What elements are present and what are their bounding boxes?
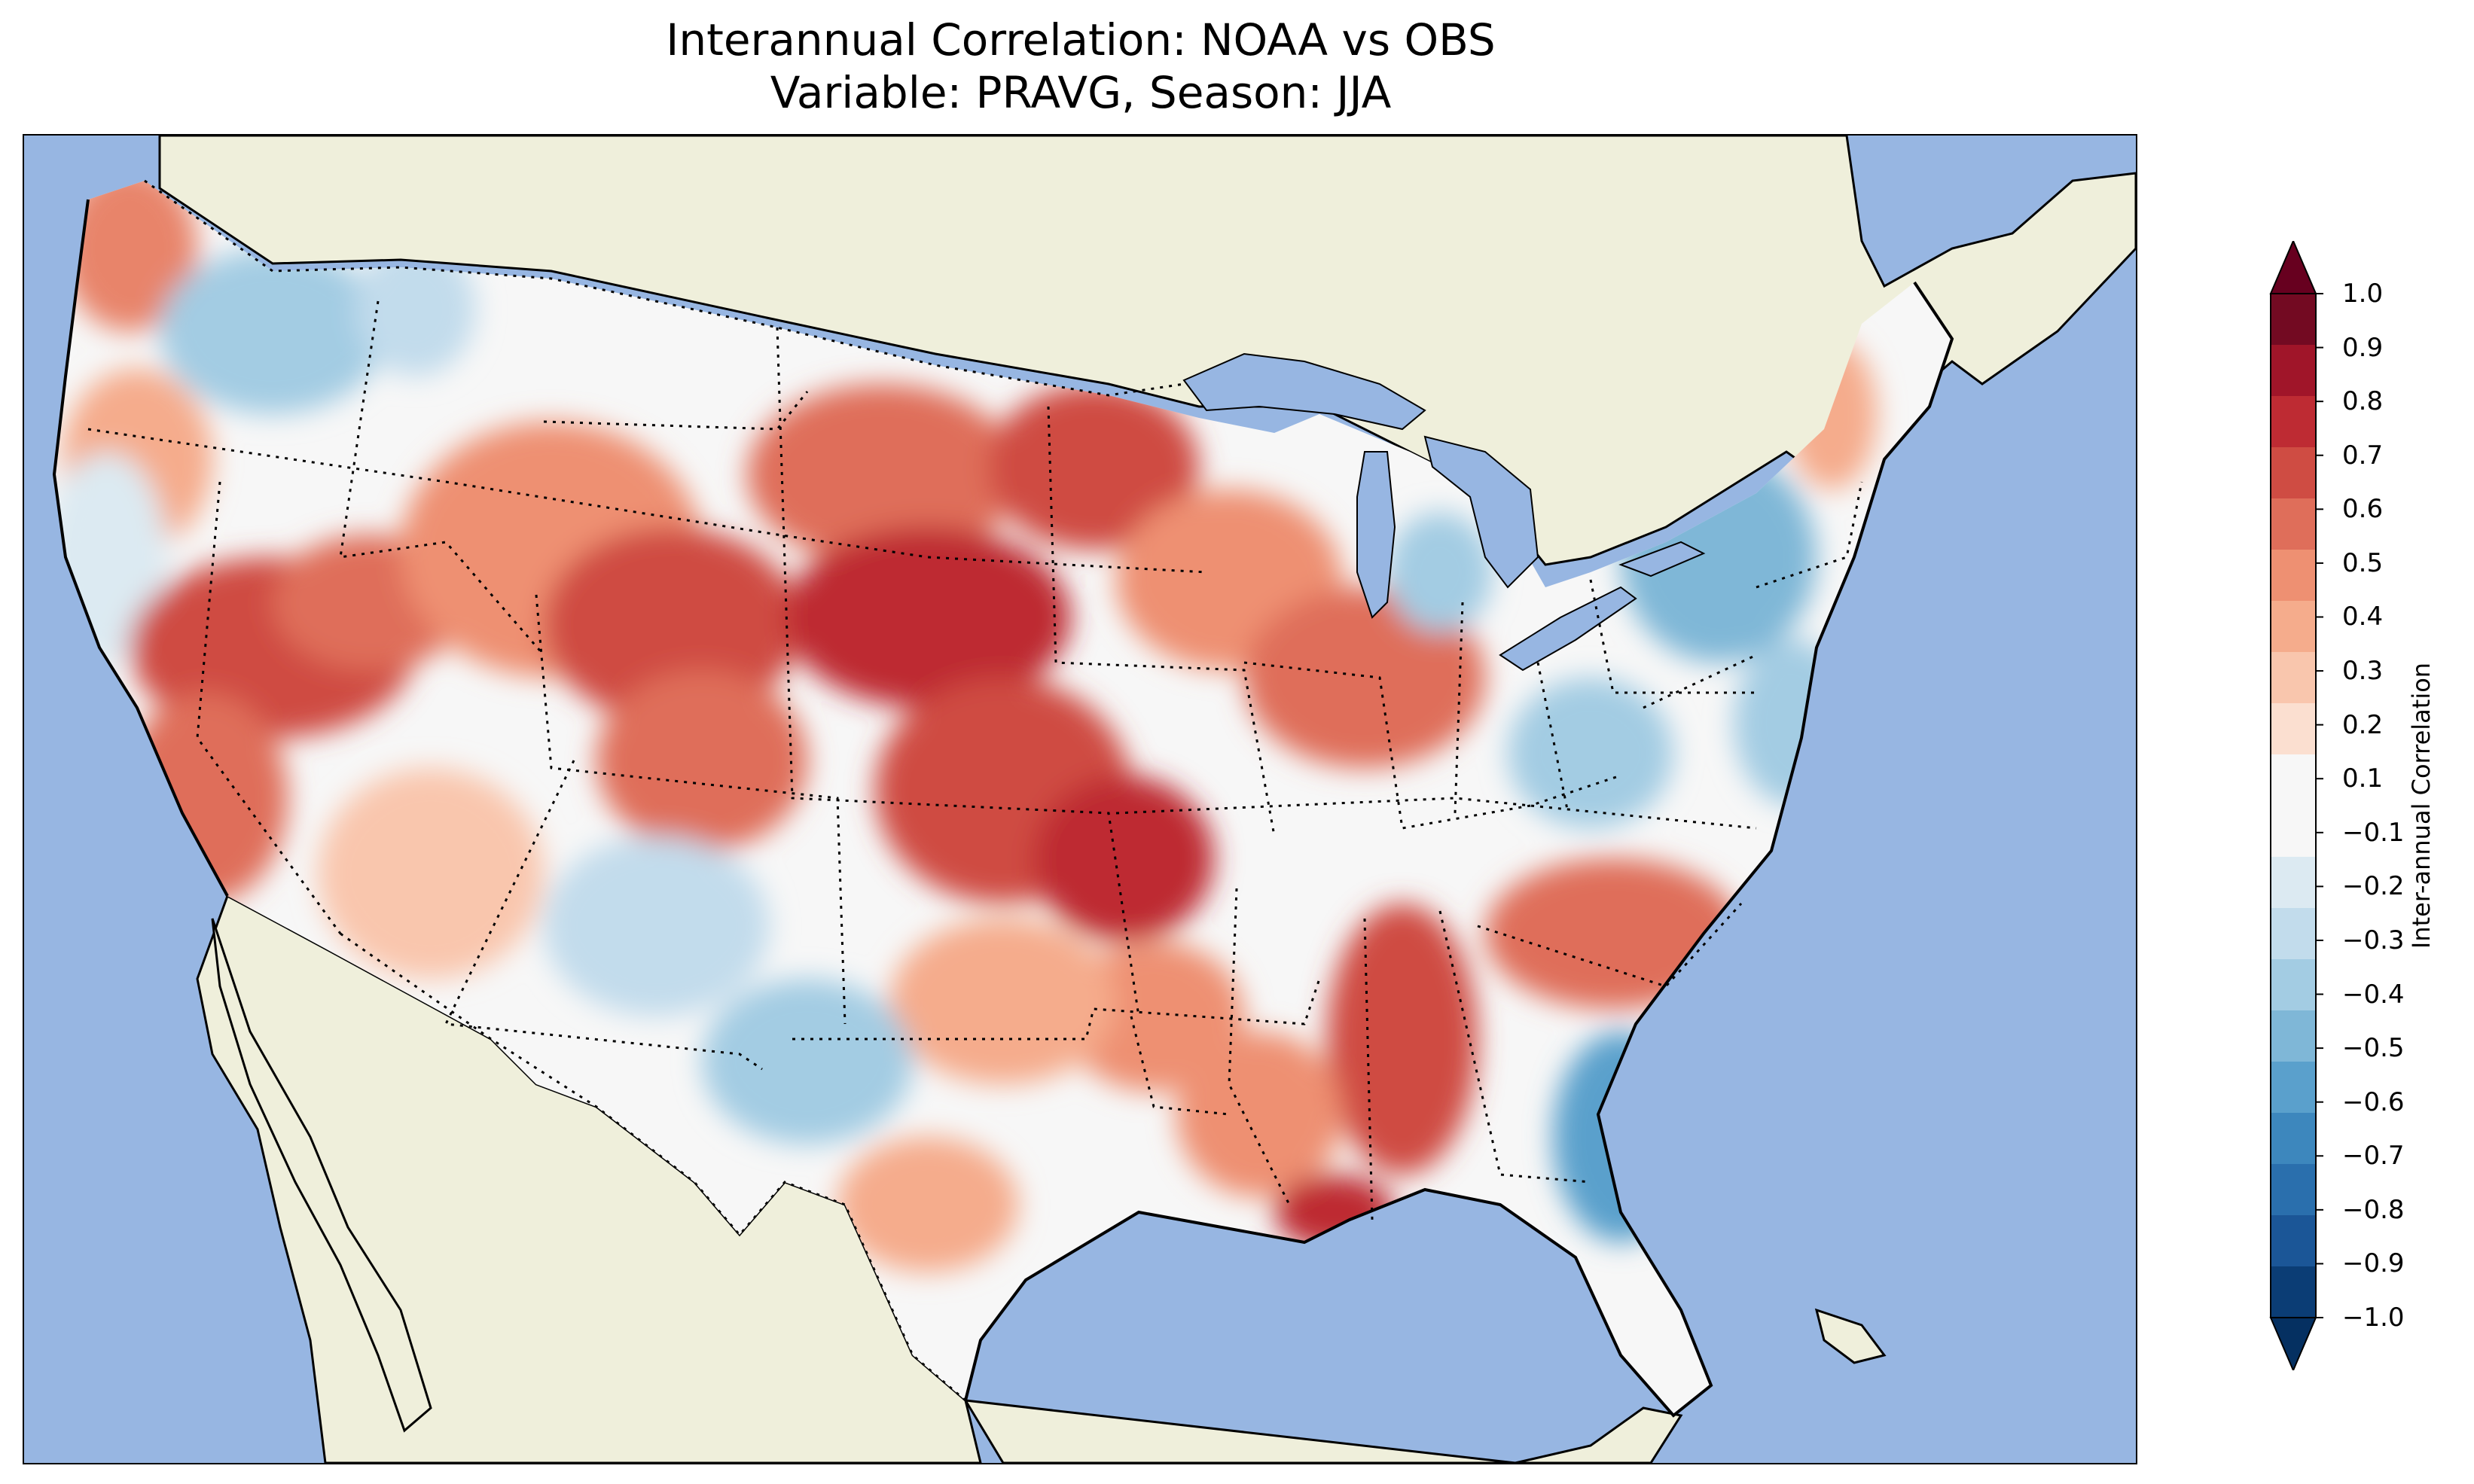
cuba-island: [1814, 1308, 1887, 1364]
colorbar-level-1: [2271, 345, 2316, 396]
state-borders: [87, 300, 1863, 1220]
colorbar-level-13: [2271, 1010, 2316, 1062]
canada-land: [158, 136, 2136, 566]
colorbar-over-arrow: [2269, 241, 2317, 294]
colorbar-tick-label: 0.6: [2342, 494, 2384, 525]
great-lakes: [1182, 352, 1706, 672]
colorbar-under-arrow: [2269, 1317, 2317, 1370]
colorbar-tick-label: −0.2: [2342, 871, 2405, 902]
colorbar-tick-label: −0.4: [2342, 979, 2405, 1010]
colorbar-tick-label: 0.3: [2342, 656, 2384, 687]
lake-ontario: [1618, 541, 1706, 577]
correlation-field: [54, 181, 1877, 1272]
colorbar-tick-label: 0.5: [2342, 547, 2384, 578]
colorbar-level-5: [2271, 550, 2316, 601]
colorbar-tick-label: −0.5: [2342, 1033, 2405, 1064]
colorbar-tick-label: −0.9: [2342, 1248, 2405, 1279]
colorbar-level-3: [2271, 447, 2316, 498]
baja-peninsula: [211, 918, 432, 1433]
lake-erie: [1499, 586, 1637, 672]
colorbar-tick-label: −0.8: [2342, 1194, 2405, 1225]
colorbar-level-12: [2271, 959, 2316, 1010]
colorbar-level-11: [2271, 908, 2316, 959]
title-line-1: Interannual Correlation: NOAA vs OBS: [666, 14, 1496, 66]
colorbar-tick-label: 0.1: [2342, 763, 2384, 794]
colorbar-frame: [2270, 293, 2317, 1318]
us-coastline: [52, 199, 1954, 1418]
colorbar: [2269, 241, 2323, 1370]
colorbar-tick-label: 0.8: [2342, 386, 2384, 417]
colorbar-tick-label: −0.7: [2342, 1141, 2405, 1172]
lake-huron: [1423, 435, 1539, 589]
colorbar-tick-label: 0.4: [2342, 602, 2384, 632]
colorbar-level-10: [2271, 857, 2316, 908]
colorbar-tick-label: 0.9: [2342, 332, 2384, 363]
gulf-coast-mexico: [963, 1399, 1683, 1463]
colorbar-level-9: [2271, 754, 2316, 857]
colorbar-level-4: [2271, 498, 2316, 550]
correlation-map: [24, 136, 2136, 1463]
colorbar-level-7: [2271, 652, 2316, 703]
chart-title: Interannual Correlation: NOAA vs OBS Var…: [0, 14, 2161, 119]
colorbar-level-8: [2271, 703, 2316, 754]
colorbar-level-0: [2271, 294, 2316, 345]
colorbar-level-18: [2271, 1266, 2316, 1318]
colorbar-level-16: [2271, 1164, 2316, 1215]
colorbar-tick-label: −1.0: [2342, 1303, 2405, 1333]
map-panel: [23, 134, 2137, 1464]
colorbar-level-2: [2271, 396, 2316, 447]
lake-michigan: [1356, 451, 1396, 619]
colorbar-tick-label: 0.7: [2342, 440, 2384, 471]
colorbar-tick-label: 1.0: [2342, 279, 2384, 309]
colorbar-label: Inter-annual Correlation: [2407, 662, 2436, 949]
title-line-2: Variable: PRAVG, Season: JJA: [770, 67, 1392, 118]
colorbar-tick-label: −0.3: [2342, 925, 2405, 955]
colorbar-tick-label: 0.2: [2342, 709, 2384, 740]
colorbar-level-17: [2271, 1215, 2316, 1266]
colorbar-level-15: [2271, 1113, 2316, 1164]
colorbar-level-6: [2271, 601, 2316, 652]
colorbar-tick-label: −0.6: [2342, 1086, 2405, 1117]
colorbar-level-14: [2271, 1062, 2316, 1113]
colorbar-tick-label: −0.1: [2342, 817, 2405, 848]
country-borders: [144, 179, 1185, 1402]
lake-superior: [1182, 352, 1426, 431]
